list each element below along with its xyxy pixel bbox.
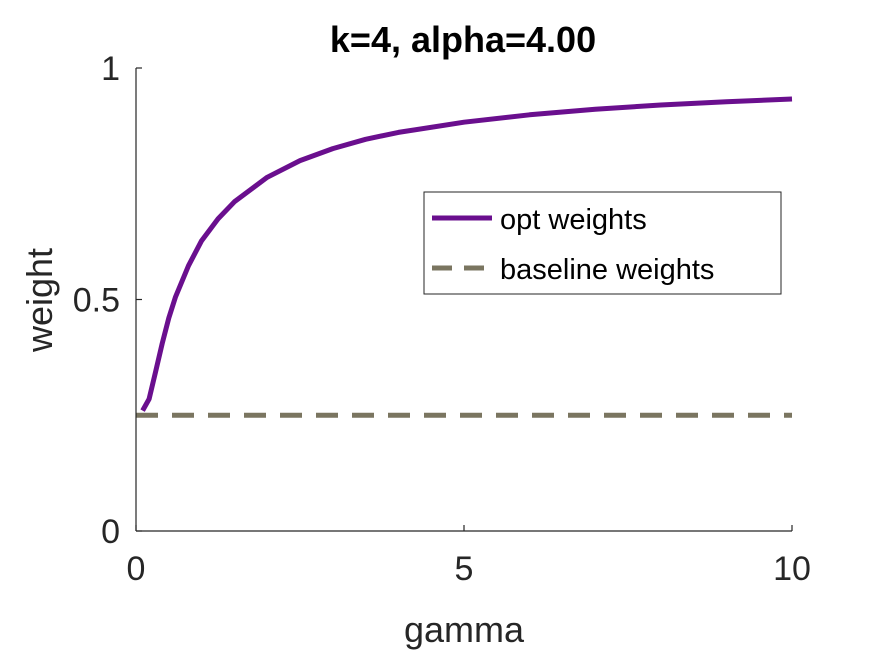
y-tick-label: 0 (101, 513, 120, 551)
x-axis-label: gamma (404, 609, 525, 650)
y-ticks: 00.51 (73, 50, 142, 551)
legend-label-baseline-weights: baseline weights (500, 254, 714, 286)
x-tick-label: 10 (773, 550, 811, 588)
chart-title: k=4, alpha=4.00 (330, 19, 596, 60)
y-tick-label: 1 (101, 50, 120, 88)
legend-box (423, 191, 782, 295)
legend: opt weights baseline weights (423, 191, 782, 295)
x-tick-label: 0 (127, 550, 146, 588)
plot-lines (136, 96, 793, 418)
y-axis-label: weight (19, 248, 60, 353)
x-tick-label: 5 (455, 550, 474, 588)
y-tick-label: 0.5 (73, 282, 120, 320)
legend-label-opt-weights: opt weights (500, 204, 647, 236)
series-line-opt-weights (140, 96, 793, 412)
x-ticks: 0 5 10 (127, 525, 811, 588)
